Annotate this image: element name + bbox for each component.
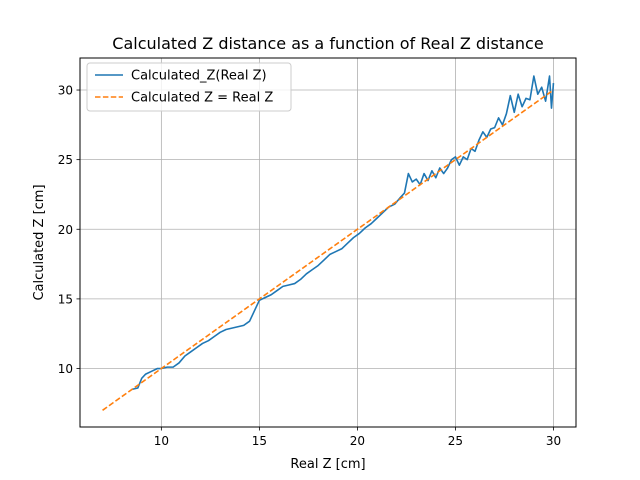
plot-frame <box>79 57 577 428</box>
y-tick-label: 10 <box>58 362 73 376</box>
y-tick-label: 15 <box>58 292 73 306</box>
series-line-1 <box>102 89 554 411</box>
x-axis-label: Real Z [cm] <box>290 457 365 472</box>
legend-box <box>86 62 292 112</box>
x-tick-label: 10 <box>154 434 169 448</box>
legend-label-calculated: Calculated_Z(Real Z) <box>131 69 267 84</box>
grid-lines <box>80 58 576 427</box>
axis-ticks: 10 15 20 25 30 10 15 20 25 30 <box>58 84 561 448</box>
y-tick-label: 25 <box>58 153 73 167</box>
series-line-0 <box>131 75 555 391</box>
legend: Calculated_Z(Real Z) Calculated Z = Real… <box>86 62 292 112</box>
x-tick-label: 30 <box>546 434 561 448</box>
y-axis-label: Calculated Z [cm] <box>32 184 47 300</box>
legend-label-reference: Calculated Z = Real Z <box>131 91 273 106</box>
x-tick-label: 15 <box>252 434 267 448</box>
y-tick-label: 30 <box>58 84 73 98</box>
x-tick-label: 20 <box>350 434 365 448</box>
plot-series <box>102 75 555 411</box>
chart-title: Calculated Z distance as a function of R… <box>112 34 543 53</box>
y-tick-label: 20 <box>58 223 73 237</box>
x-tick-label: 25 <box>448 434 463 448</box>
